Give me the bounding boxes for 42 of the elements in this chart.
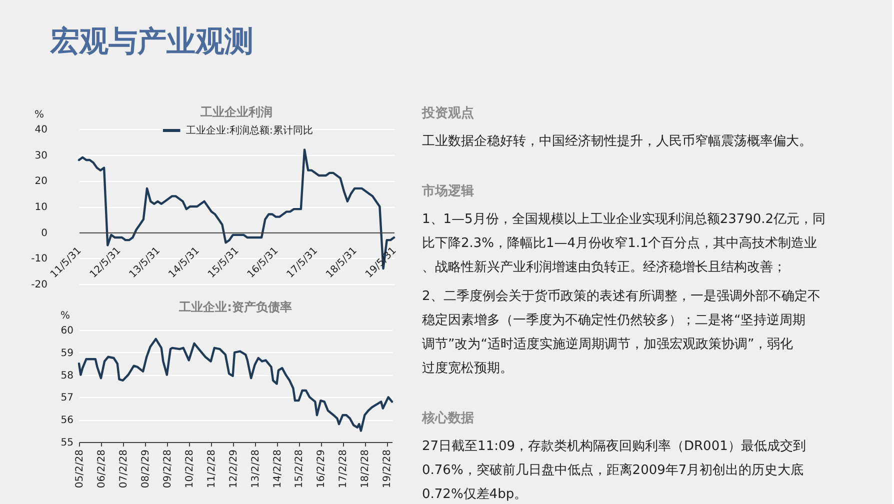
y-tick-label: 59 [60, 348, 74, 359]
x-tick-label: 09/2/28 [162, 450, 174, 488]
x-tick-label: 06/2/28 [96, 450, 108, 488]
x-tick-label: 19/2/28 [382, 450, 394, 488]
text: 27日截至11:09，存款类机构隔夜回购利率（DR001）最低成交到0.76%，突破前几日盘中低点，距离2009年7月初创出的历史大底0.72%仅差4bp。 [422, 438, 806, 502]
x-tick-label: 05/2/28 [74, 450, 86, 488]
x-tick-label: 13/2/28 [250, 450, 262, 488]
y-axis-title: % [34, 110, 44, 120]
x-tick-label: 10/2/28 [184, 450, 196, 488]
text: 核心数据 [421, 410, 474, 426]
y-tick-label: 56 [60, 415, 74, 426]
x-tick-label: 11/2/28 [206, 450, 218, 488]
y-tick-label: 10 [34, 202, 48, 213]
text: 工业数据企稳好转，中国经济韧性提升，人民币窄幅震荡概率偏大。 [422, 133, 812, 149]
x-tick-label: 15/2/28 [294, 450, 306, 488]
legend-label: 工业企业:利润总额:累计同比 [186, 124, 313, 136]
text: 投资观点 [421, 105, 474, 121]
x-tick-label: 12/2/29 [228, 450, 240, 488]
y-tick-label: 57 [60, 392, 74, 404]
chart-title: 工业企业利润 [200, 105, 272, 119]
text: 市场逻辑 [421, 183, 474, 199]
x-tick-label: 17/2/28 [338, 450, 350, 488]
y-tick-label: -20 [31, 280, 48, 290]
y-tick-label: 20 [34, 176, 48, 188]
x-tick-label: 14/2/28 [272, 450, 284, 488]
y-tick-label: 0 [41, 228, 48, 239]
y-tick-label: 60 [60, 326, 74, 336]
text: 2、二季度例会关于货币政策的表述有所调整，一是强调外部不确定不稳定因素增多（一季度为不确定性仍然较多）；二是将“坚持逆周期调节”改为“适时适度实施逆周期调节，加强宏观政策协调”，弱化过度宽松预期。 [422, 288, 820, 376]
y-tick-label: 58 [60, 370, 74, 382]
y-tick-label: -10 [31, 254, 48, 265]
y-tick-label: 30 [34, 150, 48, 162]
chart-title: 工业企业:资产负债率 [178, 300, 292, 314]
line-series [78, 338, 394, 432]
x-tick-label: 16/2/29 [316, 450, 328, 488]
x-tick-label: 18/2/28 [360, 450, 372, 488]
y-tick-label: 55 [60, 438, 74, 448]
y-tick-label: 40 [34, 124, 48, 136]
y-axis-title: % [60, 310, 70, 322]
text: 1、1—5月份，全国规模以上工业企业实现利润总额23790.2亿元，同比下降2.3%，降幅比1—4月份收窄1.1个百分点，其中高技术制造业、战略性新兴产业利润增速由负转正。经济稳增长且结构改善； [422, 212, 826, 275]
x-tick-label: 07/2/28 [118, 450, 130, 488]
text: 宏观与产业观测 [50, 24, 254, 58]
x-tick-label: 08/2/29 [140, 450, 152, 488]
